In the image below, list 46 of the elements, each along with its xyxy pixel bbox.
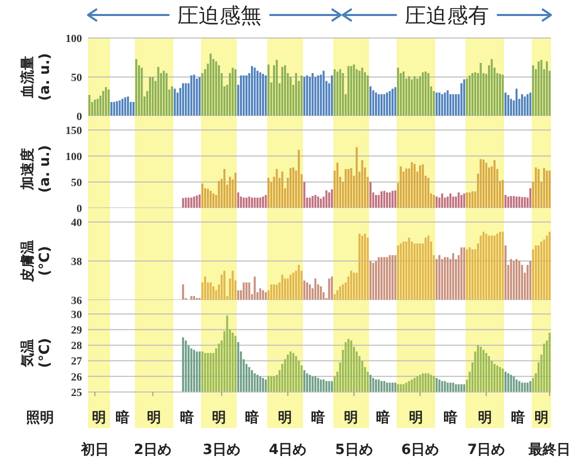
x-tick-label: 3日め: [202, 442, 241, 458]
text: 照明: [26, 410, 54, 426]
text: 明: [92, 410, 106, 426]
y-tick-label: 50: [71, 176, 82, 189]
text: 暗: [115, 409, 130, 426]
y-axis-title: 皮膚温 (°C): [20, 240, 53, 283]
y-tick-label: 0: [76, 202, 82, 215]
y-tick-label: 50: [71, 72, 82, 84]
text: 圧迫感無: [177, 4, 262, 28]
y-axis-title: 加速度 (a. u.): [19, 145, 53, 193]
y-axis-title: 血流量 (a. u.): [19, 53, 53, 101]
text: 明: [212, 410, 226, 426]
x-tick-label: 初日: [80, 441, 109, 458]
text: 暗: [311, 409, 326, 426]
text: 明: [147, 410, 162, 426]
y-tick-label: 38: [71, 256, 82, 268]
y-tick-label: 25: [71, 386, 82, 399]
y-axis-title: 気温 (°C): [20, 338, 53, 368]
x-tick-label: 2日め: [134, 442, 172, 458]
y-tick-label: 150: [66, 124, 82, 137]
y-tick-label: 0: [76, 110, 82, 123]
x-tick-label: 6日め: [401, 442, 439, 458]
y-tick-label: 27: [71, 356, 82, 368]
y-tick-label: 40: [71, 216, 82, 229]
y-tick-label: 36: [71, 294, 82, 307]
text: 暗: [244, 409, 259, 426]
text: 圧迫感有: [404, 4, 489, 28]
text: 明: [534, 410, 548, 426]
text: 暗: [180, 409, 194, 426]
text: 明: [344, 410, 358, 426]
text: 暗: [443, 409, 458, 426]
y-tick-label: 29: [71, 324, 82, 336]
text: 暗: [510, 409, 525, 426]
y-tick-label: 30: [71, 308, 82, 321]
x-tick-label: 7日め: [467, 442, 506, 458]
y-tick-label: 100: [66, 32, 82, 45]
y-tick-label: 100: [66, 150, 82, 163]
text: 明: [408, 410, 423, 426]
text: 明: [278, 410, 292, 426]
x-tick-label: 4日め: [268, 442, 307, 458]
text: 暗: [376, 409, 390, 426]
y-tick-label: 28: [71, 340, 82, 352]
text: 明: [478, 410, 492, 426]
x-tick-label: 最終日: [528, 442, 571, 458]
y-tick-label: 26: [71, 371, 82, 384]
x-tick-label: 5日め: [335, 442, 373, 458]
